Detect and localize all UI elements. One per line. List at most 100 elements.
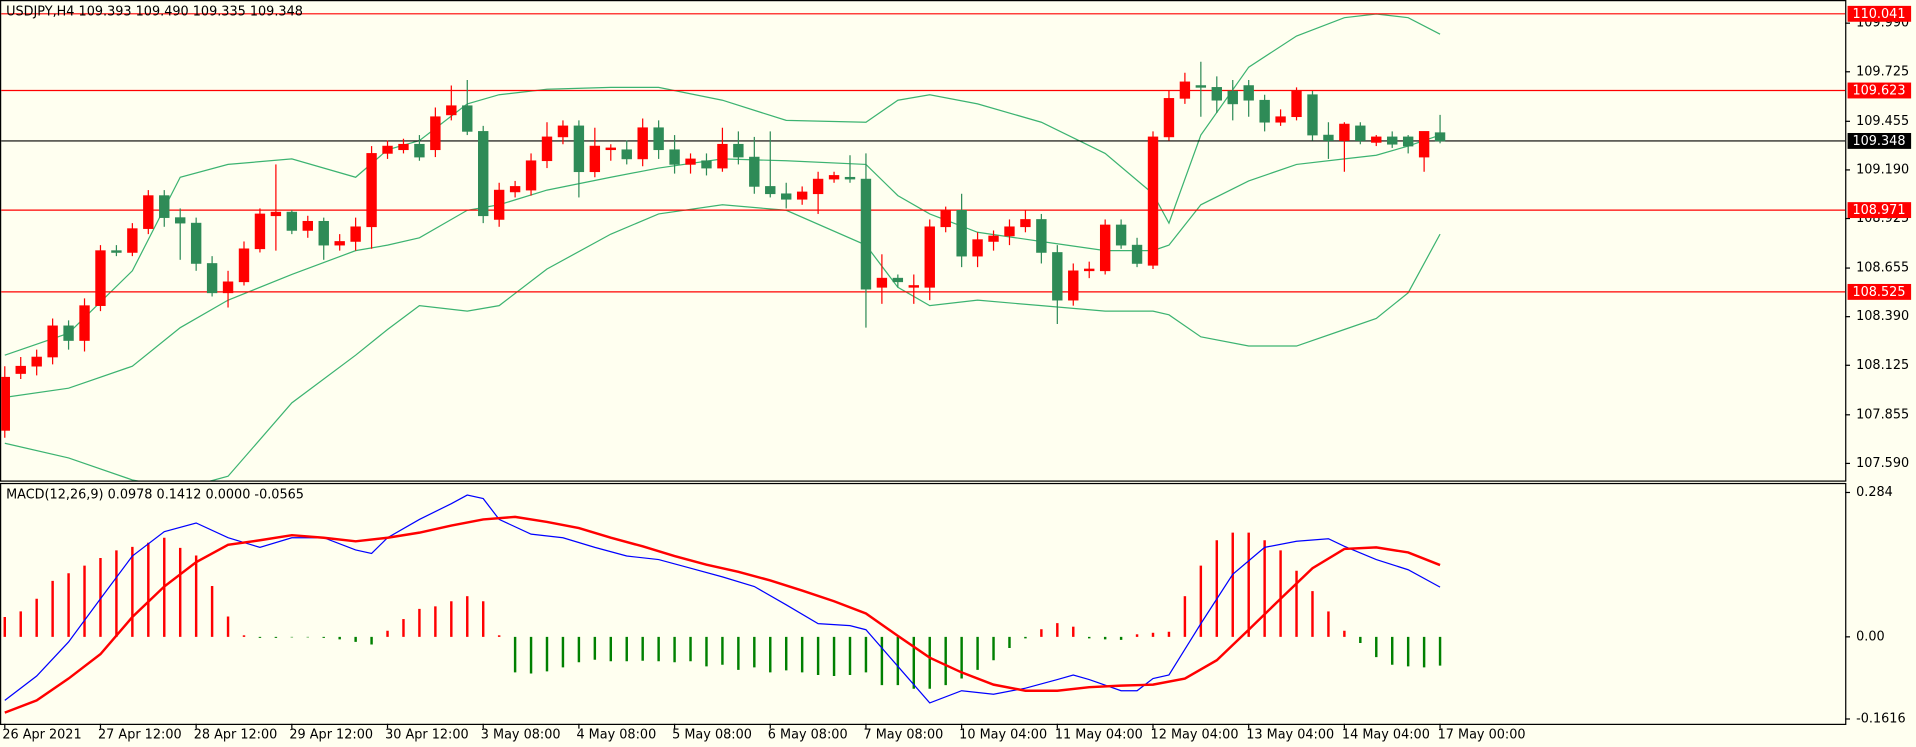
candle-body — [749, 156, 760, 187]
candle-body — [924, 226, 935, 288]
candle-body — [621, 149, 632, 160]
candle-body — [1387, 136, 1398, 145]
candle-body — [254, 213, 266, 250]
y-tick-label: 109.190 — [1856, 162, 1909, 177]
candle-body — [892, 277, 904, 283]
candle-body — [589, 145, 601, 173]
candle-body — [398, 143, 409, 151]
candle-body — [1291, 90, 1302, 118]
candle-body — [1163, 98, 1175, 138]
candle-body — [366, 153, 377, 228]
candle-body — [1036, 219, 1047, 253]
x-tick-label: 4 May 08:00 — [576, 727, 656, 742]
candle-body — [717, 143, 728, 169]
candle-body — [1371, 136, 1382, 143]
axes: 109.990109.725109.455109.190108.925108.6… — [2, 5, 1912, 742]
x-tick-label: 17 May 00:00 — [1438, 727, 1526, 742]
y-tick-label: 107.855 — [1856, 407, 1909, 422]
candle-body — [1355, 125, 1366, 141]
x-tick-label: 3 May 08:00 — [481, 727, 561, 742]
candle-body — [525, 160, 537, 191]
candle-body — [509, 186, 521, 193]
candle-body — [653, 127, 664, 151]
y-tick-label: 108.655 — [1856, 261, 1909, 276]
level-label: 108.525 — [1852, 285, 1905, 300]
candle-body — [47, 325, 58, 358]
candle-body — [908, 285, 919, 288]
band-line — [4, 134, 1441, 398]
candle-body — [796, 191, 808, 200]
candle-body — [1323, 134, 1334, 141]
candle-body — [143, 195, 154, 229]
candle-body — [95, 250, 106, 306]
candle-body — [701, 160, 712, 169]
candle-body — [334, 241, 345, 246]
candle-body — [876, 277, 888, 288]
level-label: 110.041 — [1852, 7, 1905, 22]
candle-body — [493, 189, 505, 220]
candle-body — [382, 145, 393, 154]
candle-body — [685, 158, 696, 165]
x-tick-label: 13 May 04:00 — [1246, 727, 1334, 742]
candle-body — [541, 136, 553, 162]
y-tick-label: -0.1616 — [1856, 711, 1906, 726]
y-tick-label: 107.590 — [1856, 456, 1909, 471]
candle-body — [446, 105, 457, 116]
candle-body — [765, 186, 776, 195]
level-label-box — [1847, 283, 1912, 300]
price-pane-frame — [0, 0, 1847, 482]
candle-body — [844, 176, 856, 180]
candle-body — [302, 220, 313, 231]
candle-body — [190, 222, 202, 264]
y-tick-label: 108.390 — [1856, 309, 1909, 324]
candle-body — [430, 116, 441, 151]
y-tick-label: 0.284 — [1856, 485, 1893, 500]
candle-body — [350, 226, 361, 242]
candle-body — [175, 217, 186, 224]
candle-body — [812, 178, 824, 195]
candle-body — [63, 325, 74, 341]
y-tick-label: 109.725 — [1856, 64, 1909, 79]
candle-body — [573, 125, 585, 173]
candle-body — [286, 211, 298, 231]
candle-body — [1211, 87, 1222, 101]
candle-body — [669, 149, 680, 165]
band-line — [4, 13, 1441, 356]
candle-body — [1195, 85, 1207, 88]
candle-body — [238, 248, 250, 283]
candle-body — [478, 131, 489, 217]
candle-body — [1, 376, 10, 431]
price-pane — [1, 13, 1846, 481]
candle-body — [222, 281, 234, 294]
y-tick-label: 108.125 — [1856, 358, 1909, 373]
candle-body — [972, 239, 983, 257]
candle-body — [557, 125, 569, 138]
x-tick-label: 14 May 04:00 — [1342, 727, 1430, 742]
chart-title: USDJPY,H4 109.393 109.490 109.335 109.34… — [6, 5, 303, 20]
candle-body — [1243, 85, 1254, 101]
candle-body — [1084, 268, 1095, 272]
x-tick-label: 26 Apr 2021 — [2, 727, 81, 742]
candle-body — [1259, 99, 1270, 123]
level-label-box — [1847, 202, 1912, 219]
candle-body — [31, 356, 42, 367]
candle-body — [1307, 94, 1318, 136]
macd-main-line — [4, 494, 1441, 704]
candle-body — [462, 105, 473, 132]
x-tick-label: 28 Apr 12:00 — [194, 727, 278, 742]
candle-body — [159, 195, 170, 218]
candle-body — [1115, 224, 1127, 246]
candle-body — [605, 147, 616, 151]
x-tick-label: 29 Apr 12:00 — [289, 727, 373, 742]
candle-body — [637, 127, 648, 160]
candle-body — [828, 175, 840, 180]
candle-body — [1020, 219, 1031, 228]
level-label: 108.971 — [1852, 203, 1905, 218]
candle-body — [1434, 132, 1446, 142]
candle-body — [206, 263, 218, 294]
candle-body — [127, 228, 138, 253]
candle-body — [940, 209, 951, 228]
macd-pane — [3, 494, 1442, 714]
macd-signal-line — [4, 515, 1441, 714]
